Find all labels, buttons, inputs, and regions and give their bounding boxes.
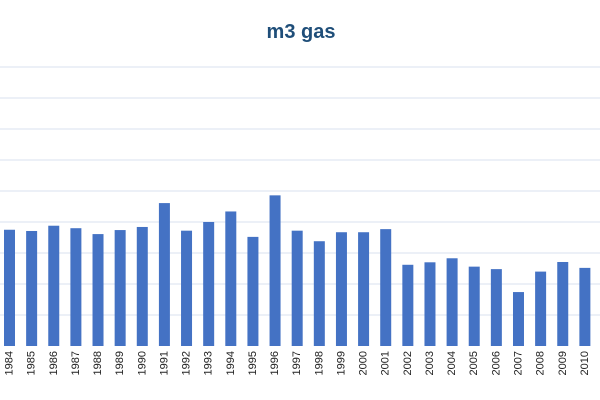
bar-1997	[291, 230, 303, 346]
bar-2000	[358, 232, 370, 346]
x-tick-label-1995: 1995	[247, 351, 259, 375]
bar-1988	[92, 234, 104, 346]
bar-1989	[114, 230, 126, 346]
chart-title: m3 gas	[267, 21, 336, 43]
x-tick-label-1994: 1994	[225, 351, 237, 375]
bar-1992	[181, 230, 193, 346]
bar-1995	[247, 236, 259, 346]
bar-1998	[313, 241, 325, 346]
bar-2003	[424, 262, 436, 346]
x-tick-label-1988: 1988	[92, 351, 104, 375]
x-tick-label-1986: 1986	[48, 351, 60, 375]
bar-2004	[446, 258, 458, 346]
x-tick-label-2010: 2010	[579, 351, 591, 375]
bar-1987	[70, 228, 82, 346]
x-tick-label-1989: 1989	[114, 351, 126, 375]
x-tick-label-1991: 1991	[158, 351, 170, 375]
x-tick-label-1990: 1990	[136, 351, 148, 375]
x-tick-label-1984: 1984	[4, 351, 16, 375]
x-tick-label-2001: 2001	[380, 351, 392, 375]
x-tick-label-2007: 2007	[512, 351, 524, 375]
bar-1994	[225, 211, 237, 346]
x-tick-label-2005: 2005	[468, 351, 480, 375]
bar-2007	[512, 292, 524, 346]
bar-2010	[579, 267, 591, 346]
bar-2008	[535, 271, 547, 346]
x-tick-label-2004: 2004	[446, 351, 458, 375]
x-tick-label-1999: 1999	[335, 351, 347, 375]
bar-1996	[269, 195, 281, 346]
x-tick-label-2003: 2003	[424, 351, 436, 375]
x-tick-label-2002: 2002	[402, 351, 414, 375]
bar-1986	[48, 225, 60, 346]
x-tick-label-2008: 2008	[535, 351, 547, 375]
x-tick-label-1996: 1996	[269, 351, 281, 375]
x-tick-label-1985: 1985	[26, 351, 38, 375]
x-tick-label-2006: 2006	[490, 351, 502, 375]
bar-2009	[557, 261, 569, 346]
bar-2002	[402, 264, 414, 346]
bar-2005	[468, 266, 480, 346]
bar-1984	[4, 229, 15, 346]
x-tick-label-1987: 1987	[70, 351, 82, 375]
x-tick-label-1993: 1993	[203, 351, 215, 375]
bar-1990	[136, 226, 148, 346]
x-tick-label-2009: 2009	[557, 351, 569, 375]
x-tick-label-1997: 1997	[291, 351, 303, 375]
bar-1999	[335, 232, 347, 346]
x-axis-tick-labels: 1984 1985 1986 1987 1988 1989 1990 1991 1992 1993…	[4, 351, 591, 375]
bars	[4, 195, 591, 346]
bar-1993	[203, 222, 215, 346]
x-tick-label-2000: 2000	[358, 351, 370, 375]
bar-1985	[26, 230, 38, 346]
bar-1991	[158, 203, 170, 346]
x-tick-label-1992: 1992	[181, 351, 193, 375]
x-tick-label-1998: 1998	[313, 351, 325, 375]
bar-2001	[380, 229, 392, 346]
bar-2006	[490, 269, 502, 346]
